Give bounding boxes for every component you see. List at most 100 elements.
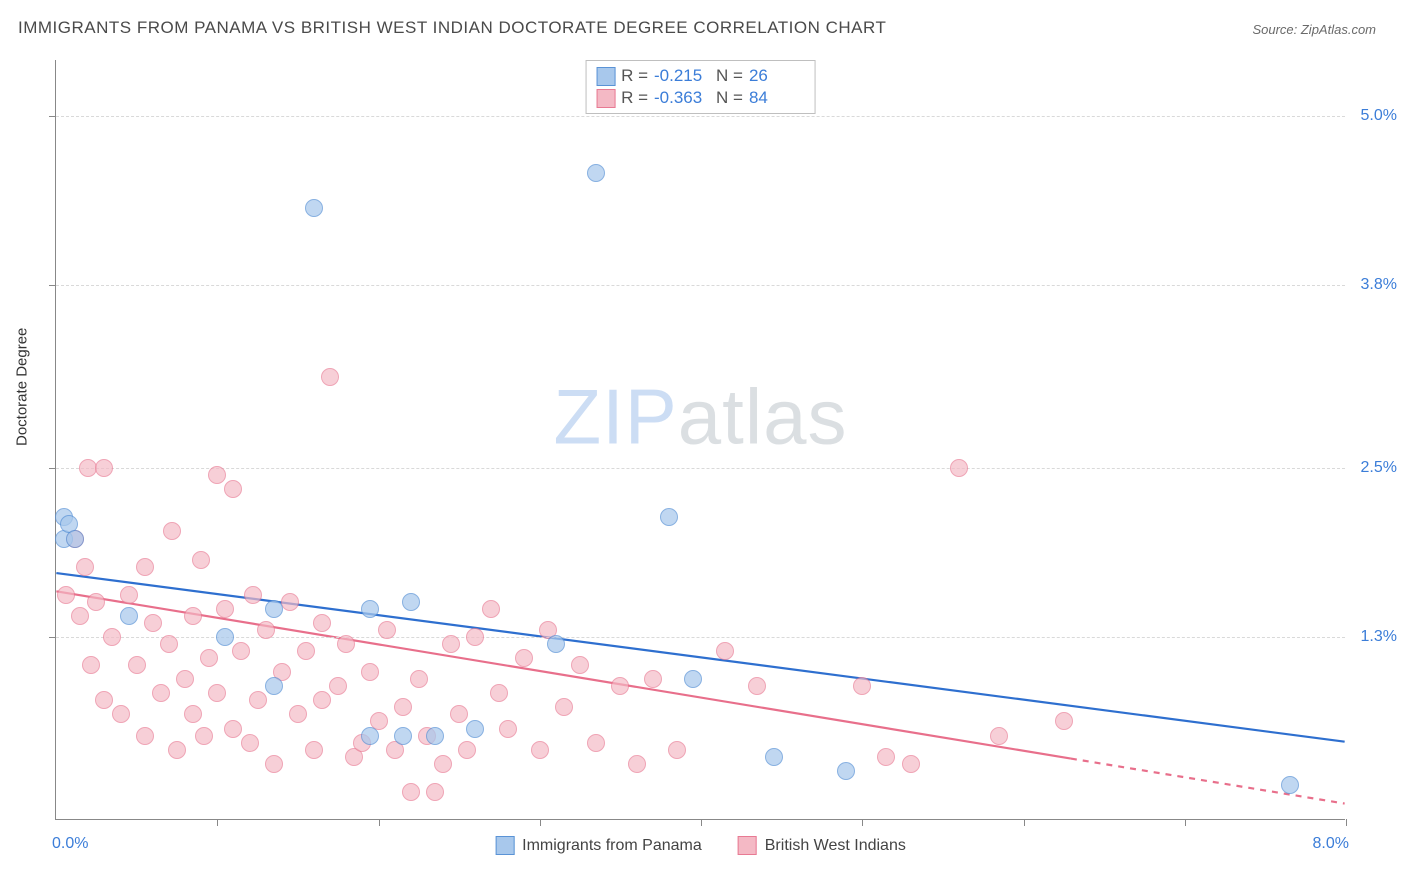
legend-stats-box: R = -0.215 N = 26R = -0.363 N = 84 <box>585 60 816 114</box>
data-point-bwi <box>515 649 533 667</box>
data-point-bwi <box>95 459 113 477</box>
x-axis-max-label: 8.0% <box>1313 835 1349 853</box>
data-point-bwi <box>95 691 113 709</box>
chart-title: IMMIGRANTS FROM PANAMA VS BRITISH WEST I… <box>18 18 886 38</box>
data-point-bwi <box>466 628 484 646</box>
legend-R-label: R = <box>621 66 648 86</box>
data-point-bwi <box>160 635 178 653</box>
data-point-bwi <box>571 656 589 674</box>
legend-R-value-panama: -0.215 <box>654 66 710 86</box>
data-point-panama <box>361 727 379 745</box>
data-point-panama <box>684 670 702 688</box>
data-point-bwi <box>144 614 162 632</box>
y-tick-label: 1.3% <box>1361 628 1397 646</box>
data-point-bwi <box>587 734 605 752</box>
legend-N-label: N = <box>716 66 743 86</box>
data-point-bwi <box>208 684 226 702</box>
data-point-bwi <box>402 783 420 801</box>
data-point-bwi <box>361 663 379 681</box>
data-point-bwi <box>176 670 194 688</box>
x-tick <box>217 819 218 826</box>
legend-bottom-swatch-panama <box>495 836 514 855</box>
data-point-bwi <box>103 628 121 646</box>
data-point-bwi <box>329 677 347 695</box>
data-point-bwi <box>208 466 226 484</box>
x-tick <box>862 819 863 826</box>
data-point-bwi <box>224 720 242 738</box>
y-axis-title: Doctorate Degree <box>14 328 31 446</box>
data-point-bwi <box>748 677 766 695</box>
legend-R-value-bwi: -0.363 <box>654 88 710 108</box>
data-point-bwi <box>644 670 662 688</box>
watermark-zip: ZIP <box>553 372 677 460</box>
data-point-bwi <box>57 586 75 604</box>
gridline-h <box>56 116 1345 117</box>
data-point-bwi <box>668 741 686 759</box>
data-point-bwi <box>410 670 428 688</box>
data-point-bwi <box>394 698 412 716</box>
data-point-panama <box>120 607 138 625</box>
y-tick <box>49 116 56 117</box>
data-point-bwi <box>716 642 734 660</box>
x-tick <box>1346 819 1347 826</box>
data-point-bwi <box>611 677 629 695</box>
data-point-bwi <box>249 691 267 709</box>
watermark-atlas: atlas <box>678 372 848 460</box>
data-point-bwi <box>120 586 138 604</box>
data-point-panama <box>660 508 678 526</box>
y-tick-label: 5.0% <box>1361 107 1397 125</box>
data-point-bwi <box>168 741 186 759</box>
data-point-bwi <box>950 459 968 477</box>
data-point-bwi <box>902 755 920 773</box>
data-point-bwi <box>628 755 646 773</box>
data-point-panama <box>765 748 783 766</box>
legend-N-value-bwi: 84 <box>749 88 805 108</box>
data-point-bwi <box>305 741 323 759</box>
data-point-bwi <box>265 755 283 773</box>
data-point-panama <box>66 530 84 548</box>
data-point-bwi <box>200 649 218 667</box>
data-point-bwi <box>1055 712 1073 730</box>
data-point-bwi <box>152 684 170 702</box>
data-point-bwi <box>337 635 355 653</box>
y-tick <box>49 468 56 469</box>
legend-stats-row-panama: R = -0.215 N = 26 <box>596 65 805 87</box>
legend-R-label: R = <box>621 88 648 108</box>
legend-bottom-swatch-bwi <box>738 836 757 855</box>
data-point-bwi <box>128 656 146 674</box>
plot-area: ZIPatlas R =-0.215N =26R =-0.363N =84 0.… <box>55 60 1345 820</box>
data-point-bwi <box>184 705 202 723</box>
y-tick-label: 2.5% <box>1361 459 1397 477</box>
data-point-bwi <box>442 635 460 653</box>
data-point-bwi <box>434 755 452 773</box>
y-tick <box>49 637 56 638</box>
data-point-panama <box>216 628 234 646</box>
data-point-panama <box>547 635 565 653</box>
x-tick <box>540 819 541 826</box>
data-point-bwi <box>136 727 154 745</box>
data-point-bwi <box>224 480 242 498</box>
gridline-h <box>56 285 1345 286</box>
x-tick <box>379 819 380 826</box>
legend-bottom: Immigrants from Panama British West India… <box>495 836 906 855</box>
data-point-bwi <box>877 748 895 766</box>
data-point-panama <box>265 677 283 695</box>
watermark: ZIPatlas <box>553 371 847 462</box>
data-point-bwi <box>490 684 508 702</box>
legend-bottom-label-bwi: British West Indians <box>765 837 906 855</box>
data-point-bwi <box>378 621 396 639</box>
legend-bottom-label-panama: Immigrants from Panama <box>522 837 702 855</box>
data-point-panama <box>1281 776 1299 794</box>
data-point-panama <box>402 593 420 611</box>
x-axis-min-label: 0.0% <box>52 835 88 853</box>
data-point-bwi <box>241 734 259 752</box>
data-point-bwi <box>71 607 89 625</box>
legend-swatch-panama <box>596 67 615 86</box>
data-point-bwi <box>87 593 105 611</box>
data-point-bwi <box>232 642 250 660</box>
source-label: Source: ZipAtlas.com <box>1252 22 1376 37</box>
data-point-bwi <box>853 677 871 695</box>
data-point-bwi <box>76 558 94 576</box>
y-tick <box>49 285 56 286</box>
legend-N-value-panama: 26 <box>749 66 805 86</box>
